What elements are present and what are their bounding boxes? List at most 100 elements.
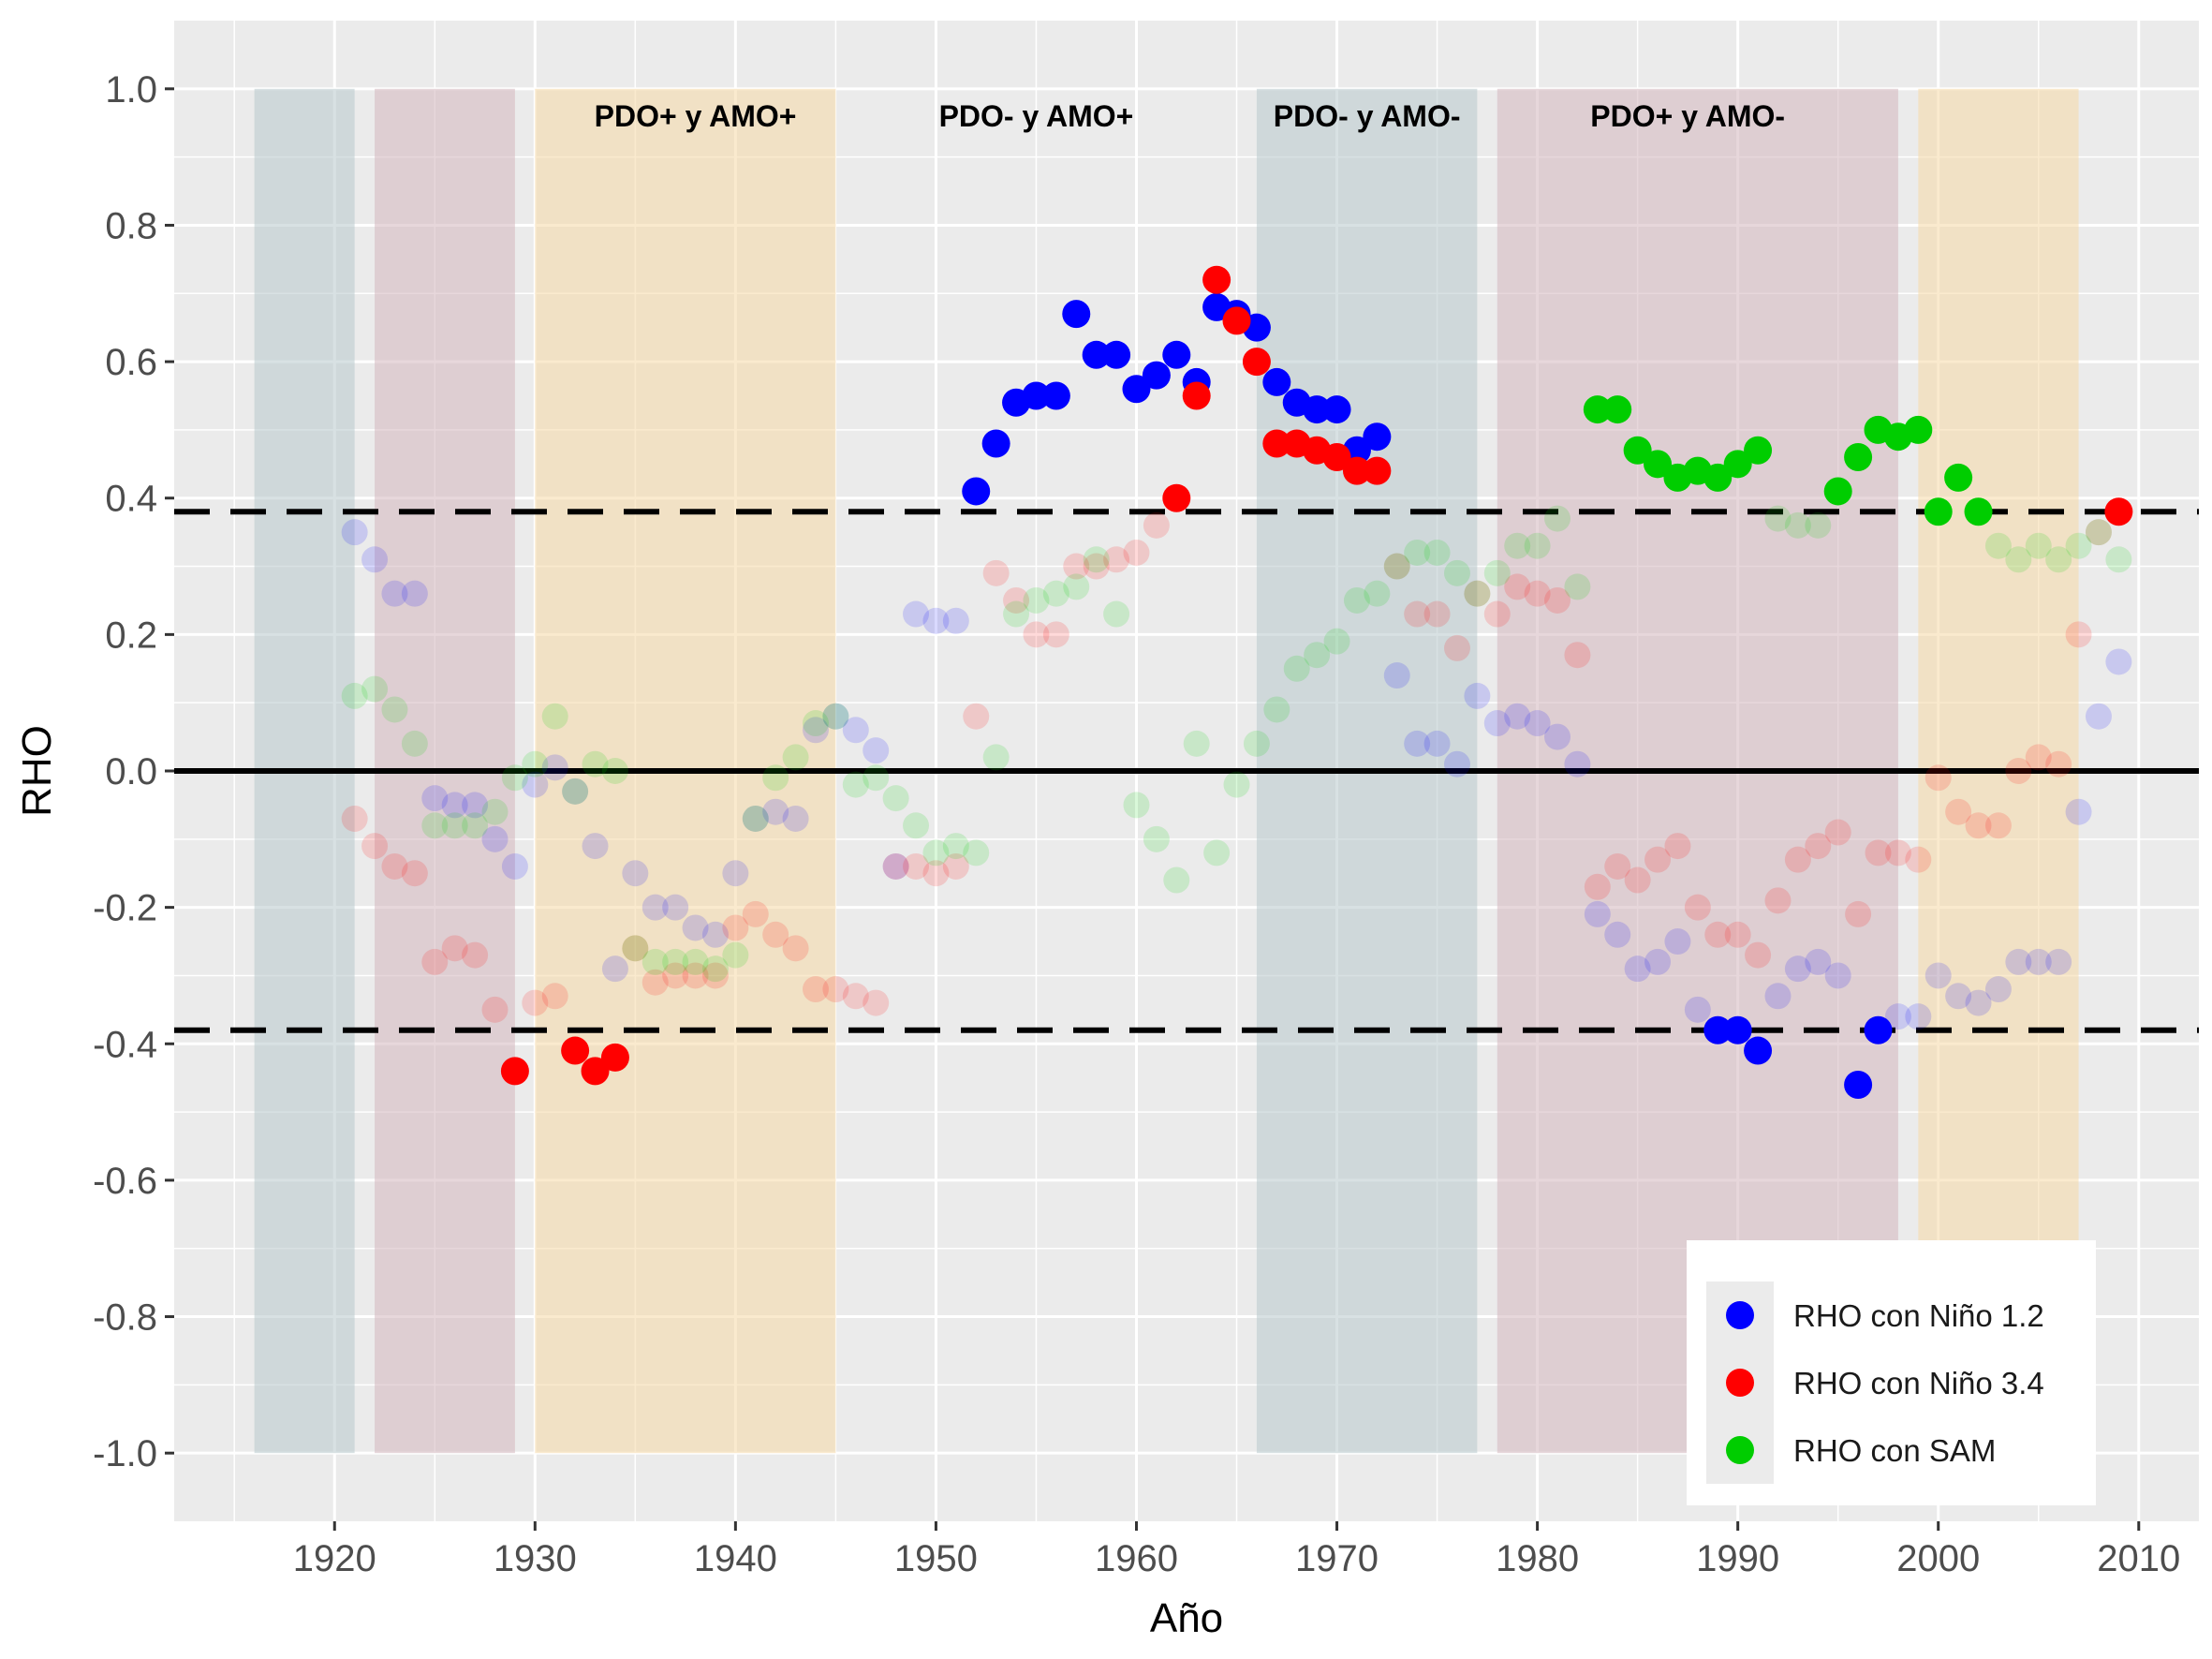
data-point: [501, 852, 528, 880]
data-point: [1544, 586, 1571, 614]
data-point: [802, 717, 829, 744]
data-point: [1644, 846, 1672, 873]
data-point: [1564, 750, 1591, 778]
data-point: [622, 935, 649, 962]
data-point: [1103, 600, 1130, 628]
data-point: [2045, 750, 2072, 778]
data-point: [863, 989, 890, 1016]
data-point: [802, 710, 829, 737]
data-point: [641, 969, 669, 996]
data-point: [1524, 580, 1551, 607]
y-tick-label: 0.4: [105, 479, 157, 520]
data-point: [662, 948, 689, 975]
data-point: [1423, 539, 1451, 566]
data-point: [1183, 730, 1210, 757]
data-point: [2005, 546, 2032, 573]
x-axis-ticks: 1920 1930 1940 1950 1960 1970 1980 1990 2000 2010: [293, 1521, 2180, 1579]
legend-key-marker: [1726, 1301, 1754, 1329]
data-point: [1524, 532, 1551, 559]
data-point-significant: [1102, 340, 1131, 369]
data-point: [441, 812, 468, 839]
data-point: [2065, 532, 2092, 559]
data-point-significant: [600, 1043, 629, 1072]
data-point: [641, 894, 669, 921]
data-point-significant: [1904, 415, 1933, 444]
data-point: [441, 935, 468, 962]
data-point: [742, 900, 769, 927]
data-point: [942, 833, 969, 860]
data-point: [541, 703, 568, 730]
data-point: [1905, 1003, 1932, 1030]
data-point: [2105, 546, 2132, 573]
data-point: [903, 812, 930, 839]
data-point: [1764, 505, 1792, 532]
data-point: [1805, 511, 1832, 539]
data-point: [1464, 580, 1491, 607]
data-point: [1143, 511, 1170, 539]
data-point-significant: [1303, 395, 1332, 424]
data-point-significant: [1082, 340, 1111, 369]
data-point: [1824, 962, 1851, 989]
x-tick-label: 1950: [894, 1538, 978, 1579]
data-point: [1724, 921, 1751, 948]
data-point-significant: [1823, 477, 1852, 506]
data-point: [2025, 948, 2052, 975]
data-point: [1443, 634, 1470, 661]
data-point: [1063, 553, 1090, 580]
data-point-significant: [581, 1057, 610, 1086]
data-point: [1383, 553, 1410, 580]
data-point: [1223, 771, 1250, 798]
x-tick-label: 1960: [1095, 1538, 1178, 1579]
data-point-significant: [962, 477, 991, 506]
phase-label: PDO- y AMO+: [939, 99, 1134, 133]
data-point-significant: [1162, 340, 1191, 369]
data-point: [1745, 941, 1772, 969]
data-point: [1624, 955, 1651, 983]
data-point: [822, 976, 849, 1003]
data-point: [1023, 586, 1050, 614]
data-point: [1984, 976, 2012, 1003]
data-point: [2065, 798, 2092, 825]
x-axis-title: Año: [1150, 1595, 1223, 1641]
data-point: [682, 914, 709, 941]
legend-label: RHO con Niño 1.2: [1793, 1298, 2044, 1333]
data-point: [421, 948, 449, 975]
data-point: [2065, 621, 2092, 648]
data-point: [361, 833, 389, 860]
data-point: [1423, 600, 1451, 628]
data-point: [1924, 764, 1952, 792]
data-point: [682, 962, 709, 989]
data-point: [903, 600, 930, 628]
data-point: [462, 792, 489, 819]
data-point: [1945, 798, 1972, 825]
data-points: [341, 265, 2133, 1099]
data-point: [541, 983, 568, 1010]
data-point: [641, 948, 669, 975]
data-point: [1063, 573, 1090, 600]
data-point: [361, 546, 389, 573]
data-point: [1023, 621, 1050, 648]
data-point: [1805, 948, 1832, 975]
y-tick-label: -0.4: [93, 1024, 157, 1065]
data-point: [1644, 948, 1672, 975]
data-point: [1483, 710, 1511, 737]
data-point: [1784, 955, 1811, 983]
data-point: [722, 914, 749, 941]
data-point: [1584, 873, 1611, 900]
data-point: [2005, 758, 2032, 784]
data-point: [942, 607, 969, 634]
data-point: [1163, 867, 1190, 894]
data-point: [701, 955, 729, 983]
data-point: [1283, 655, 1310, 682]
data-point-significant: [1723, 450, 1752, 479]
data-point: [1504, 703, 1531, 730]
data-point: [982, 744, 1010, 771]
data-point-significant: [1322, 395, 1351, 424]
data-point: [1564, 642, 1591, 669]
data-point: [522, 989, 549, 1016]
data-point-significant: [1262, 367, 1291, 396]
data-point: [1764, 983, 1792, 1010]
data-point: [421, 812, 449, 839]
data-point: [982, 559, 1010, 586]
data-point: [1123, 539, 1150, 566]
